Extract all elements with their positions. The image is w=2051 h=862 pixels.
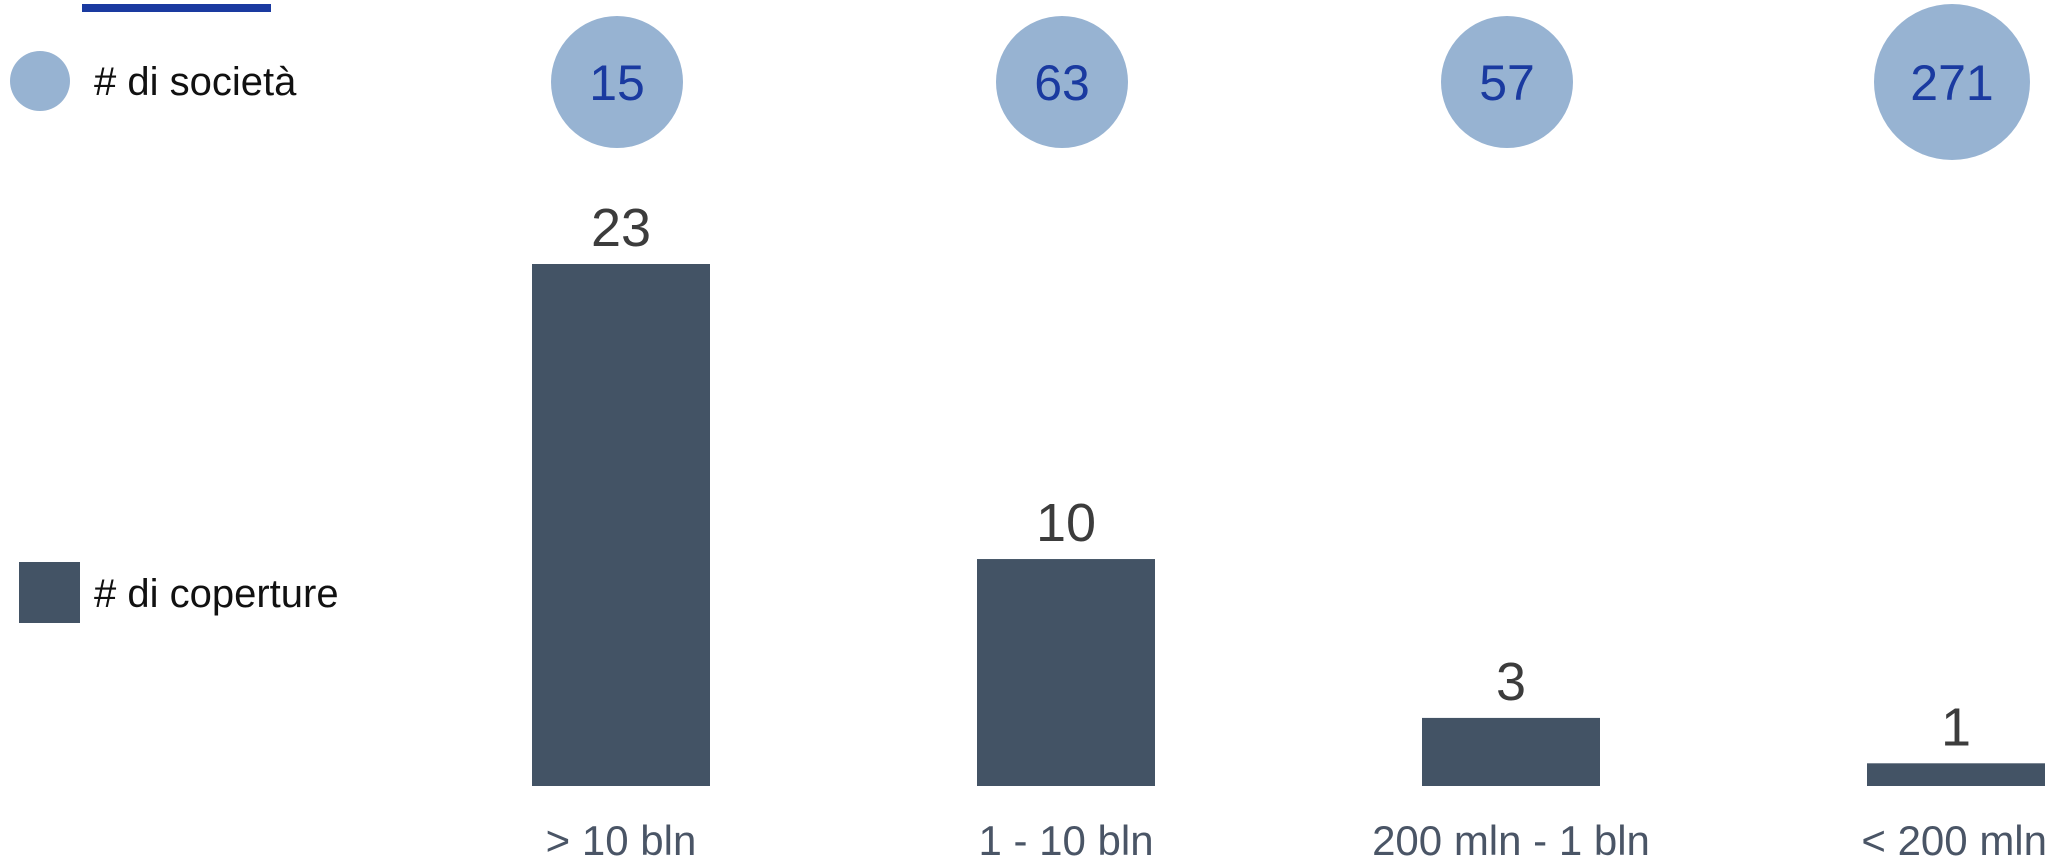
company-bubble-value: 63 xyxy=(1034,55,1090,111)
coverage-value-labels: 23 10 3 1 xyxy=(591,198,1971,757)
coverage-bar-value: 1 xyxy=(1941,697,1971,757)
legend-companies-label: # di società xyxy=(94,60,297,104)
company-count-bubbles: 15 63 57 271 xyxy=(551,4,2030,160)
category-label: 1 - 10 bln xyxy=(978,817,1153,862)
coverage-bar xyxy=(1867,763,2045,786)
accent-line xyxy=(82,4,271,12)
coverage-bar xyxy=(1422,717,1600,786)
coverage-bar-value: 3 xyxy=(1496,652,1526,712)
company-bubble xyxy=(996,16,1128,148)
company-bubble xyxy=(1874,4,2030,160)
company-bubble-value: 57 xyxy=(1479,55,1535,111)
company-bubble xyxy=(551,16,683,148)
legend-companies-swatch xyxy=(10,51,70,111)
coverage-bar xyxy=(532,264,710,786)
coverage-bars xyxy=(532,264,2045,786)
category-label: > 10 bln xyxy=(546,817,697,862)
category-labels: > 10 bln 1 - 10 bln 200 mln - 1 bln < 200 m… xyxy=(546,817,2047,862)
category-label: < 200 mln xyxy=(1861,817,2047,862)
coverage-bar-value: 23 xyxy=(591,198,651,258)
company-bubble-value: 271 xyxy=(1910,55,1993,111)
category-label: 200 mln - 1 bln xyxy=(1372,817,1650,862)
coverage-bar-value: 10 xyxy=(1036,493,1096,553)
coverage-bar xyxy=(977,559,1155,786)
company-bubble xyxy=(1441,16,1573,148)
legend-coverage-label: # di coperture xyxy=(94,572,339,616)
legend: # di società # di coperture xyxy=(10,51,339,623)
company-bubble-value: 15 xyxy=(589,55,645,111)
legend-coverage-swatch xyxy=(19,562,80,623)
